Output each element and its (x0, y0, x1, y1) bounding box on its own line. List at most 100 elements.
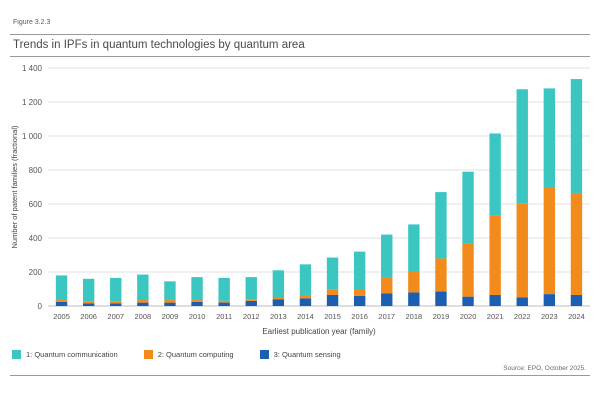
bar-segment (489, 133, 501, 216)
x-tick-label: 2017 (378, 312, 395, 321)
bar-segment (570, 294, 583, 306)
bar-segment (218, 277, 230, 301)
bar-segment (462, 296, 474, 306)
bar-segment (543, 88, 556, 187)
x-tick-label: 2012 (243, 312, 260, 321)
bar-segment (137, 274, 149, 301)
x-axis-label: Earliest publication year (family) (262, 327, 376, 336)
bar-segment (353, 295, 366, 306)
bar-segment (570, 192, 583, 295)
bar-segment (326, 294, 339, 306)
bar-segment (381, 277, 393, 294)
y-tick-label: 0 (38, 302, 43, 311)
bar-segment (326, 289, 339, 295)
bar-segment (191, 300, 203, 302)
bar-segment (299, 298, 312, 306)
bar-segment (516, 89, 528, 204)
bar-segment (164, 300, 176, 303)
bar-segment (381, 234, 393, 278)
bar-segment (137, 300, 149, 303)
bar-segment (191, 277, 203, 301)
y-tick-label: 800 (29, 166, 43, 175)
x-tick-label: 2006 (80, 312, 97, 321)
bar-segment (110, 301, 122, 304)
bar-segment (110, 303, 122, 306)
bar-segment (272, 299, 285, 306)
bar-segment (272, 297, 285, 300)
x-tick-label: 2022 (514, 312, 531, 321)
bar-segment (299, 264, 312, 295)
bar-segment (408, 272, 420, 293)
bar-segment (489, 215, 501, 295)
bar-segment (353, 289, 366, 296)
legend-item-communication: 1: Quantum communication (12, 350, 118, 359)
bar-segment (164, 302, 176, 306)
legend-label-sensing: 3: Quantum sensing (273, 350, 341, 359)
bar-segment (272, 270, 285, 298)
bar-segment (245, 277, 257, 300)
legend-item-sensing: 3: Quantum sensing (259, 350, 341, 359)
bar-segment (82, 301, 95, 304)
bar-segment (516, 203, 528, 298)
bar-segment (516, 297, 528, 306)
bar-segment (55, 301, 68, 306)
legend-label-computing: 2: Quantum computing (157, 350, 234, 359)
x-tick-label: 2023 (541, 312, 558, 321)
y-tick-label: 1 200 (22, 98, 43, 107)
x-tick-label: 2024 (568, 312, 585, 321)
y-tick-label: 600 (29, 200, 43, 209)
x-tick-label: 2014 (297, 312, 314, 321)
bar-segment (137, 302, 149, 306)
x-tick-label: 2007 (107, 312, 124, 321)
x-tick-label: 2016 (351, 312, 368, 321)
x-tick-label: 2019 (433, 312, 450, 321)
bar-segment (110, 277, 122, 302)
y-tick-label: 1 400 (22, 64, 43, 73)
top-divider (10, 34, 590, 35)
bar-segment (164, 281, 176, 301)
bar-segment (353, 251, 366, 289)
x-tick-label: 2021 (487, 312, 504, 321)
bar-segment (326, 257, 339, 290)
x-tick-label: 2013 (270, 312, 287, 321)
legend-swatch-sensing (259, 350, 269, 359)
bar-segment (55, 300, 68, 302)
bar-segment (435, 258, 447, 292)
source-note: Source: EPO, October 2025. (503, 365, 586, 372)
bar-segment (408, 292, 420, 306)
bar-segment (462, 243, 474, 297)
legend-swatch-computing (143, 350, 153, 359)
x-tick-label: 2018 (406, 312, 423, 321)
y-tick-label: 400 (29, 234, 43, 243)
bar-segment (218, 300, 230, 303)
bar-segment (55, 275, 68, 301)
y-tick-label: 1 000 (22, 132, 43, 141)
bar-segment (543, 294, 556, 306)
bottom-divider (10, 375, 590, 376)
x-tick-label: 2011 (216, 312, 232, 321)
bar-segment (462, 171, 474, 244)
x-tick-label: 2010 (189, 312, 206, 321)
bar-segment (381, 293, 393, 306)
bar-segment (489, 294, 501, 306)
x-tick-label: 2015 (324, 312, 341, 321)
title-divider (10, 56, 590, 57)
bar-segment (435, 291, 447, 306)
bar-segment (82, 278, 95, 302)
chart-title: Trends in IPFs in quantum technologies b… (13, 39, 305, 51)
bar-segment (191, 301, 203, 306)
bar-segment (245, 299, 257, 301)
bar-segment (408, 224, 420, 272)
y-tick-label: 200 (29, 268, 43, 277)
bar-segment (570, 79, 583, 193)
bar-segment (82, 303, 95, 306)
y-axis-label: Number of patent families (fractional) (10, 125, 19, 248)
bar-segment (543, 187, 556, 295)
bar-segment (299, 294, 312, 299)
legend-item-computing: 2: Quantum computing (143, 350, 234, 359)
legend: 1: Quantum communication 2: Quantum comp… (12, 350, 341, 359)
x-tick-label: 2020 (460, 312, 477, 321)
legend-label-communication: 1: Quantum communication (26, 350, 118, 359)
legend-swatch-communication (12, 350, 21, 359)
